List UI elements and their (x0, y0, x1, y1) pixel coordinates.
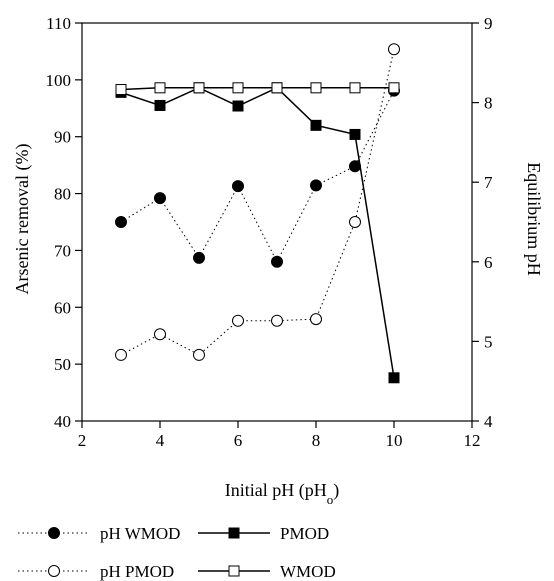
data-point (271, 82, 283, 94)
x-axis-label: Initial pH (pHo) (225, 480, 339, 507)
data-point (388, 82, 400, 94)
data-point (271, 255, 283, 268)
legend-swatch-marker (228, 565, 240, 577)
data-point (310, 119, 322, 131)
data-point (154, 99, 166, 111)
data-point (349, 128, 361, 140)
series-wmod (115, 82, 400, 96)
legend-label: WMOD (280, 562, 336, 581)
data-point (388, 372, 400, 384)
data-point (349, 82, 361, 94)
data-point (115, 216, 127, 228)
legend-item-ph-pmod: pH PMOD (18, 562, 174, 581)
data-point (154, 192, 166, 205)
y-tick-label: 100 (46, 71, 72, 90)
y2-tick-label: 7 (484, 173, 493, 192)
y2-tick-label: 5 (484, 332, 493, 351)
data-point (310, 82, 322, 94)
data-point (310, 179, 322, 192)
data-point (232, 100, 244, 112)
x-tick-label: 8 (312, 431, 321, 450)
data-point (115, 348, 127, 361)
legend-swatch-marker (48, 565, 60, 577)
legend-swatch-marker (48, 527, 60, 539)
data-point (271, 314, 283, 327)
x-axis-label-main: Initial pH (pH (225, 480, 327, 501)
data-point (232, 180, 244, 193)
y2-tick-label: 8 (484, 94, 493, 113)
x-tick-label: 12 (464, 431, 481, 450)
legend-item-wmod: WMOD (198, 562, 336, 581)
data-point (193, 348, 205, 361)
data-point (310, 313, 322, 326)
x-tick-label: 6 (234, 431, 243, 450)
y-tick-label: 110 (46, 14, 71, 33)
data-point (154, 328, 166, 341)
data-point (115, 84, 127, 96)
legend-label: PMOD (280, 524, 329, 543)
series-line (120, 90, 395, 263)
data-point (349, 216, 361, 228)
series-line (120, 87, 394, 91)
data-point (388, 43, 400, 56)
legend-item-ph-wmod: pH WMOD (18, 524, 180, 543)
plot-series (115, 43, 400, 384)
y-tick-label: 80 (54, 185, 71, 204)
y-tick-label: 90 (54, 128, 71, 147)
data-point (193, 82, 205, 94)
legend: pH WMOD PMOD pH PMOD WMOD (18, 524, 336, 581)
data-point (232, 314, 244, 327)
series-ph-pmod (115, 43, 400, 361)
y2-axis-label: Equilibrium pH (524, 162, 544, 276)
y-axis-label: Arsenic removal (%) (12, 144, 33, 295)
series-ph-wmod (115, 84, 400, 268)
legend-label: pH WMOD (100, 524, 180, 543)
data-point (154, 82, 166, 94)
y2-tick-label: 9 (484, 14, 493, 33)
y-tick-label: 50 (54, 355, 71, 374)
plot-frame (81, 22, 473, 422)
legend-swatch-marker (228, 527, 240, 539)
x-tick-label: 10 (386, 431, 403, 450)
legend-label: pH PMOD (100, 562, 174, 581)
x-axis-label-suffix: ) (333, 480, 339, 501)
y-tick-label: 60 (54, 298, 71, 317)
legend-item-pmod: PMOD (198, 524, 329, 543)
y-tick-label: 70 (54, 241, 71, 260)
y-tick-label: 40 (54, 412, 71, 431)
y2-tick-label: 6 (484, 253, 493, 272)
x-tick-label: 4 (156, 431, 165, 450)
data-point (232, 82, 244, 94)
axes: 2 4 6 8 10 12 40 50 60 70 80 90 100 110 4 5 6 7 8 9 (46, 14, 494, 450)
x-tick-label: 2 (78, 431, 87, 450)
x-axis-label-subscript: o (327, 492, 334, 507)
data-point (193, 251, 205, 264)
series-line (120, 86, 395, 378)
y2-tick-label: 4 (484, 412, 493, 431)
